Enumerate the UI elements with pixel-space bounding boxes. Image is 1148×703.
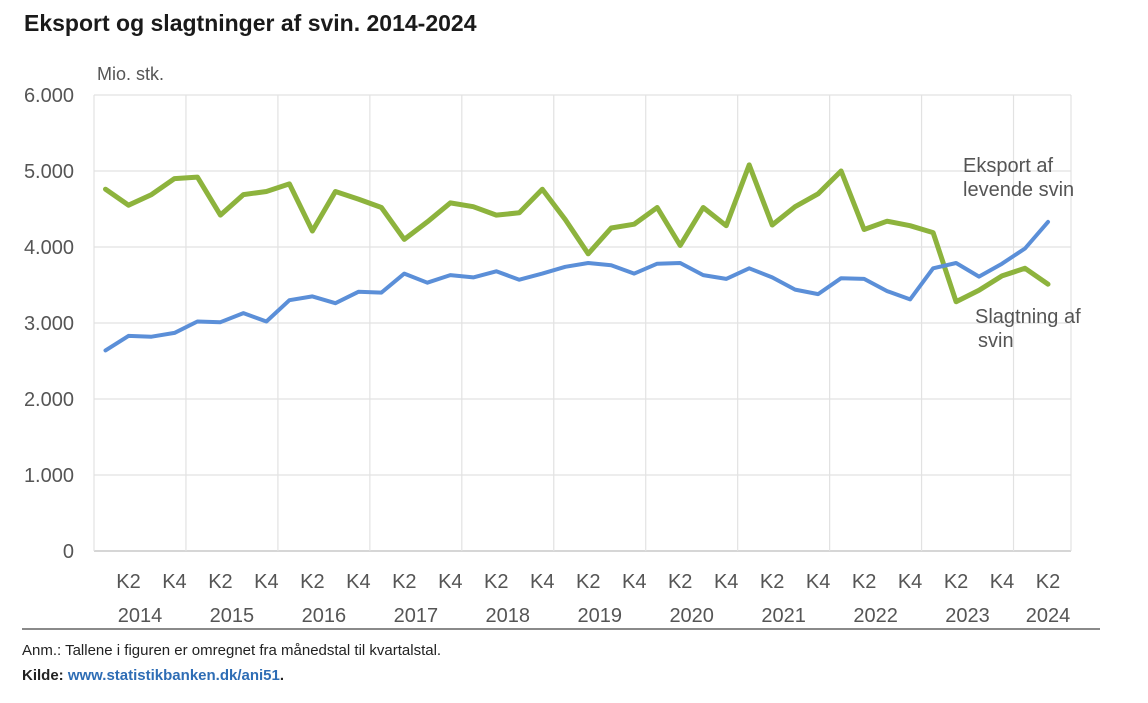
series-line-export — [103, 162, 1051, 305]
y-tick-label: 3.000 — [24, 313, 74, 335]
x-tick-label: K2 — [668, 571, 692, 593]
x-tick-label: K4 — [254, 571, 278, 593]
y-tick-label: 2.000 — [24, 389, 74, 411]
x-tick-label: K2 — [944, 571, 968, 593]
gridlines — [93, 94, 1072, 552]
x-tick-label: K4 — [806, 571, 830, 593]
x-tick-label: K4 — [438, 571, 462, 593]
x-tick-label: K2 — [300, 571, 324, 593]
x-tick-label: K4 — [346, 571, 370, 593]
year-label: 2020 — [669, 605, 714, 627]
source-link[interactable]: www.statistikbanken.dk/ani51 — [67, 667, 280, 684]
x-tick-label: K2 — [1036, 571, 1060, 593]
year-label: 2021 — [761, 605, 806, 627]
year-label: 2022 — [853, 605, 898, 627]
x-tick-label: K4 — [162, 571, 186, 593]
x-tick-label: K2 — [392, 571, 416, 593]
label-slaughter: Slagtning af svin — [975, 306, 1081, 352]
x-tick-label: K4 — [898, 571, 922, 593]
source-suffix: . — [279, 667, 285, 684]
footer-divider — [22, 628, 1100, 630]
source-prefix: Kilde: — [22, 667, 68, 684]
label-line: Eksport af — [963, 155, 1053, 177]
source-line: Kilde: www.statistikbanken.dk/ani51. — [22, 667, 284, 684]
x-tick-label: K2 — [116, 571, 140, 593]
x-tick-label: K2 — [484, 571, 508, 593]
y-tick-label: 4.000 — [24, 237, 74, 259]
label-export: Eksport af levende svin — [963, 155, 1074, 201]
year-label: 2015 — [210, 605, 255, 627]
y-tick-label: 1.000 — [24, 465, 74, 487]
year-label: 2017 — [394, 605, 439, 627]
label-line: levende svin — [963, 179, 1074, 201]
footnote: Anm.: Tallene i figuren er omregnet fra … — [22, 642, 442, 659]
x-tick-label: K2 — [852, 571, 876, 593]
x-tick-label: K2 — [576, 571, 600, 593]
x-tick-label: K4 — [622, 571, 646, 593]
year-label: 2018 — [486, 605, 531, 627]
y-axis-ticks: 0 1.000 2.000 3.000 4.000 5.000 6.000 — [24, 85, 74, 563]
year-label: 2014 — [118, 605, 163, 627]
series-line-slaughter — [103, 219, 1050, 353]
label-line: Slagtning af — [975, 306, 1081, 328]
year-label: 2023 — [945, 605, 990, 627]
series-labels: Eksport af levende svin Slagtning af svin — [963, 155, 1081, 352]
x-tick-label: K2 — [760, 571, 784, 593]
chart: Mio. stk. 0 1.000 2.000 3.000 4.000 5.000 6.00… — [24, 64, 1081, 627]
y-tick-label: 5.000 — [24, 161, 74, 183]
year-label: 2024 — [1026, 605, 1071, 627]
x-tick-label: K2 — [208, 571, 232, 593]
y-tick-label: 6.000 — [24, 85, 74, 107]
y-tick-label: 0 — [63, 541, 74, 563]
x-tick-label: K4 — [530, 571, 554, 593]
year-label: 2016 — [302, 605, 347, 627]
chart-title: Eksport og slagtninger af svin. 2014-202… — [24, 10, 477, 36]
x-axis-ticks: K2 K4 K2 K4 K2 K4 K2 K4 K2 K4 K2 K4 K2 K4 K2 K4 K2 K4 K2 K4… — [116, 571, 1070, 627]
year-label: 2019 — [577, 605, 622, 627]
x-tick-label: K4 — [714, 571, 738, 593]
y-axis-label: Mio. stk. — [97, 64, 164, 84]
label-line: svin — [978, 330, 1014, 352]
x-tick-label: K4 — [990, 571, 1014, 593]
series-group — [103, 162, 1051, 353]
